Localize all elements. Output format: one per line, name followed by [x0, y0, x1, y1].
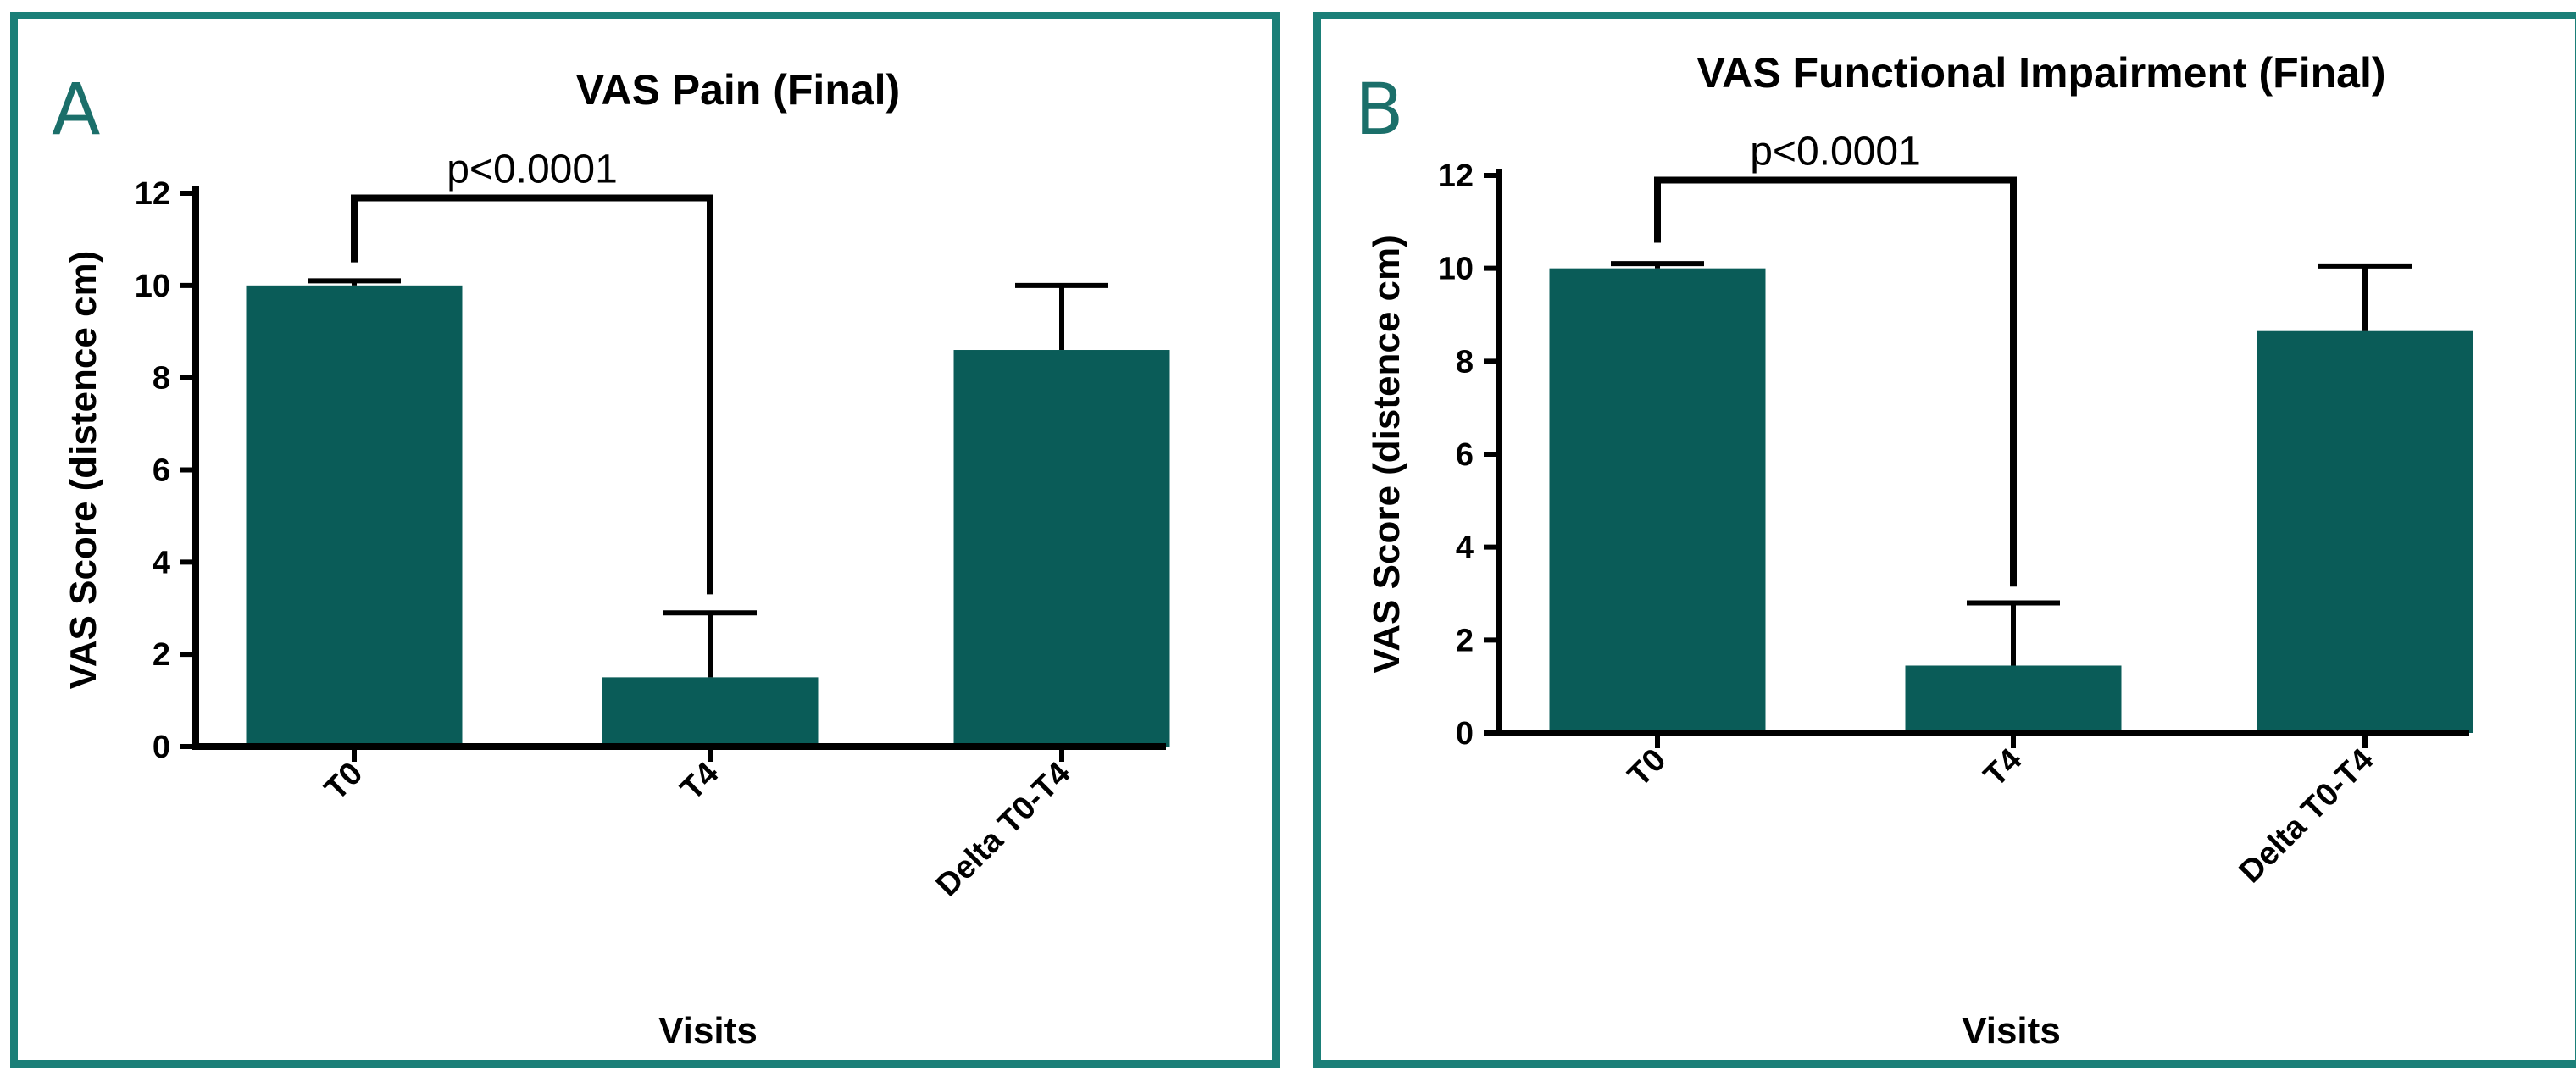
significance-bracket — [1654, 176, 2017, 587]
y-tick-label: 4 — [153, 545, 170, 580]
y-tick-label: 12 — [1438, 158, 1474, 194]
panel-letter: A — [52, 68, 100, 151]
y-tick-label: 10 — [135, 269, 170, 304]
significance-bracket — [351, 194, 713, 595]
bar-chart-b: B VAS Functional Impairment (Final) 0 2 4 6 8… — [1355, 49, 2473, 1052]
x-tick-label: Delta T0-T4 — [930, 756, 1078, 904]
bar-t0 — [246, 285, 463, 747]
x-tick-label: T4 — [1977, 742, 2029, 794]
chart-panel-a: A VAS Pain (Final) 0 2 4 6 8 10 12 T0 T4 Delta T0-… — [10, 12, 1280, 1068]
y-axis-label: VAS Score (distence cm) — [1366, 235, 1407, 674]
y-tick-label: 6 — [153, 453, 170, 489]
x-tick-label: T4 — [674, 756, 725, 808]
y-tick-label: 8 — [153, 361, 170, 397]
bar-t0 — [1549, 268, 1766, 734]
bar-t4 — [602, 677, 819, 747]
y-tick-label: 10 — [1438, 252, 1474, 287]
chart-title: VAS Pain (Final) — [576, 66, 900, 114]
x-axis-label: Visits — [658, 1010, 758, 1052]
chart-panel-b: B VAS Functional Impairment (Final) 0 2 4 6 8… — [1313, 12, 2576, 1068]
x-tick-label: T0 — [318, 756, 369, 808]
x-tick-label: T0 — [1621, 742, 1673, 794]
bar-delta-t0-t4 — [2257, 330, 2473, 733]
bar-delta-t0-t4 — [953, 350, 1170, 747]
x-axis-label: Visits — [1962, 1010, 2061, 1052]
panel-letter: B — [1355, 68, 1404, 151]
y-tick-label: 4 — [1456, 530, 1474, 566]
chart-title: VAS Functional Impairment (Final) — [1696, 49, 2385, 97]
bar-t4 — [1905, 665, 2122, 733]
significance-label: p<0.0001 — [447, 147, 618, 192]
y-tick-label: 6 — [1456, 437, 1474, 473]
y-axis-label: VAS Score (distence cm) — [63, 251, 104, 690]
y-tick-label: 8 — [1456, 344, 1474, 380]
y-tick-label: 2 — [1456, 623, 1474, 658]
significance-label: p<0.0001 — [1750, 129, 1921, 174]
y-tick-label: 12 — [135, 176, 170, 212]
y-tick-label: 0 — [1456, 716, 1474, 752]
y-tick-label: 2 — [153, 637, 170, 673]
bar-chart-a: A VAS Pain (Final) 0 2 4 6 8 10 12 T0 T4 Delta T0-… — [52, 66, 1170, 1052]
x-tick-label: Delta T0-T4 — [2233, 742, 2381, 891]
y-tick-label: 0 — [153, 730, 170, 765]
